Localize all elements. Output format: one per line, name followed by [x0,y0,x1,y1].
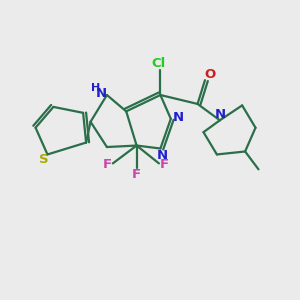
Text: F: F [132,168,141,181]
Text: O: O [205,68,216,81]
Text: Cl: Cl [152,57,166,70]
Text: H: H [91,83,100,94]
Text: S: S [39,153,49,166]
Text: N: N [215,108,226,121]
Text: N: N [156,148,167,162]
Text: N: N [173,111,184,124]
Text: N: N [96,87,107,100]
Text: F: F [103,158,112,171]
Text: F: F [160,158,169,171]
